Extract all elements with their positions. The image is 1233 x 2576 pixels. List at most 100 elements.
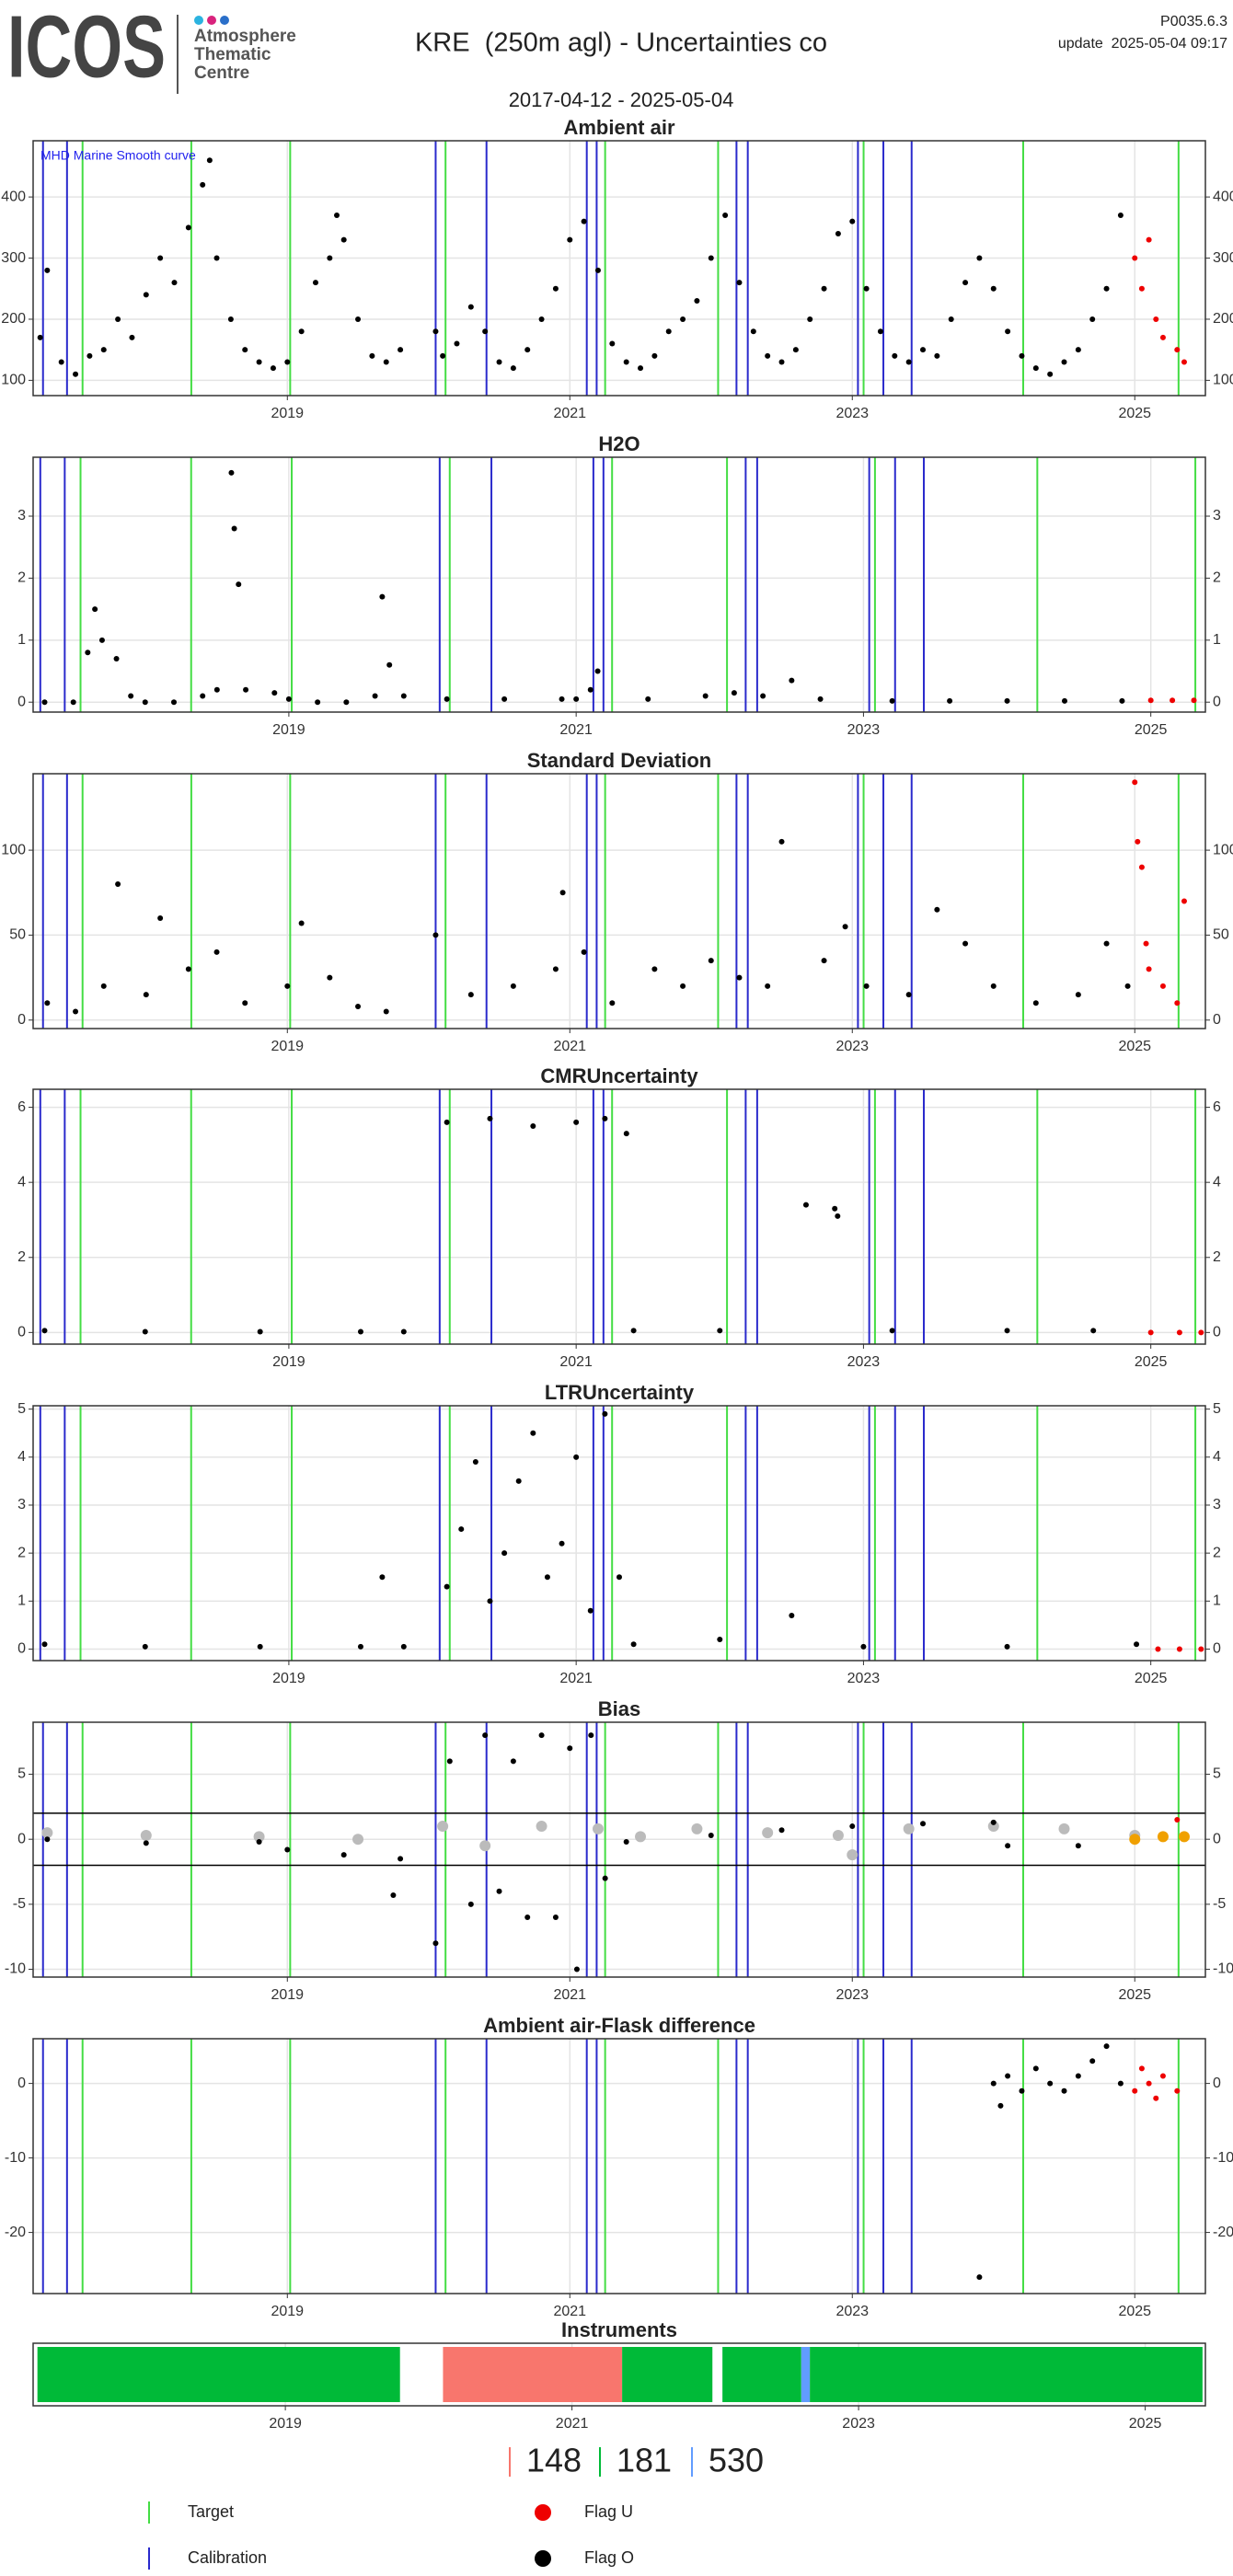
y-tick-label: 200: [1, 311, 26, 327]
data-point: [736, 280, 743, 286]
data-point: [1119, 697, 1125, 704]
data-point: [467, 992, 474, 998]
data-point: [171, 280, 178, 286]
data-point: [185, 224, 191, 231]
data-point: [1134, 1641, 1140, 1648]
y-tick-label: 4: [1213, 1174, 1221, 1190]
data-point: [934, 906, 940, 913]
data-point: [1117, 2080, 1124, 2087]
data-point: [142, 699, 148, 706]
data-point: [479, 1840, 491, 1852]
data-point: [142, 1328, 148, 1335]
data-point: [432, 1940, 439, 1947]
data-point: [85, 650, 91, 656]
x-tick-label: 2025: [1135, 1354, 1168, 1370]
data-point: [200, 693, 206, 699]
data-point: [835, 1213, 841, 1219]
y-tick-label: 400: [1, 189, 26, 204]
instrument-segment: [443, 2347, 623, 2402]
data-point: [1138, 864, 1145, 870]
data-point: [665, 328, 672, 335]
data-point: [1075, 347, 1081, 353]
data-point: [990, 1819, 997, 1825]
data-point: [708, 255, 714, 261]
data-point: [171, 699, 178, 706]
instrument-label: 148: [526, 2442, 582, 2479]
data-point: [1198, 1329, 1204, 1336]
data-point: [444, 696, 450, 702]
data-point: [390, 1892, 397, 1898]
data-point: [863, 983, 870, 989]
data-point: [206, 157, 213, 164]
x-tick-label: 2023: [835, 1987, 869, 2003]
data-point: [1174, 2087, 1181, 2094]
data-point: [889, 697, 895, 704]
data-point: [1103, 285, 1110, 292]
data-point: [962, 940, 969, 947]
y-tick-label: 4: [17, 1449, 26, 1465]
data-point: [227, 316, 234, 322]
data-point: [284, 983, 291, 989]
plot-background: [33, 2039, 1205, 2294]
data-point: [592, 1823, 604, 1834]
data-point: [1047, 2080, 1054, 2087]
data-point: [334, 213, 340, 219]
y-tick-label: 0: [17, 1641, 26, 1657]
data-point: [1103, 940, 1110, 947]
data-point: [41, 1827, 53, 1839]
y-tick-label: 4: [17, 1174, 26, 1190]
data-point: [41, 1641, 48, 1648]
y-tick-label: -5: [1213, 1896, 1226, 1912]
panel-title: H2O: [598, 432, 640, 455]
data-point: [588, 1732, 594, 1739]
instrument-segment: [801, 2347, 811, 2402]
logo-text: Centre: [194, 63, 249, 83]
data-point: [44, 267, 51, 273]
data-point: [140, 1829, 152, 1841]
data-point: [98, 637, 105, 643]
data-point: [143, 1840, 149, 1846]
legend-label: Flag U: [584, 2502, 633, 2521]
y-tick-label: 0: [17, 1325, 26, 1340]
data-point: [1170, 697, 1176, 704]
data-point: [1058, 1823, 1070, 1834]
y-tick-label: -10: [1213, 1961, 1233, 1977]
data-point: [501, 1550, 508, 1557]
data-point: [298, 920, 305, 926]
data-point: [400, 1328, 407, 1335]
data-point: [573, 1966, 580, 1972]
y-tick-label: 1: [17, 632, 26, 648]
instrument-label: 181: [616, 2442, 672, 2479]
data-point: [778, 359, 785, 365]
data-point: [530, 1430, 536, 1436]
data-point: [802, 1202, 809, 1208]
data-point: [920, 1821, 927, 1827]
data-point: [717, 1328, 723, 1334]
x-tick-label: 2023: [842, 2416, 875, 2432]
data-point: [157, 255, 164, 261]
data-point: [602, 1410, 608, 1417]
data-point: [242, 1000, 248, 1006]
data-point: [1174, 1816, 1181, 1823]
data-point: [1004, 1643, 1010, 1650]
x-tick-label: 2023: [847, 722, 881, 738]
x-tick-label: 2019: [271, 2304, 304, 2319]
data-point: [1061, 2087, 1067, 2094]
data-point: [1138, 2065, 1145, 2072]
x-tick-label: 2021: [556, 2416, 589, 2432]
data-point: [609, 1000, 616, 1006]
data-point: [383, 1008, 389, 1015]
y-tick-label: 3: [1213, 508, 1221, 523]
data-point: [708, 1832, 714, 1838]
data-point: [792, 347, 799, 353]
data-point: [817, 696, 824, 702]
data-point: [213, 949, 220, 955]
data-point: [352, 1834, 364, 1846]
data-point: [510, 1758, 516, 1765]
data-point: [128, 693, 134, 699]
data-point: [544, 1574, 550, 1581]
y-tick-label: 0: [17, 1831, 26, 1846]
x-tick-label: 2025: [1118, 2304, 1151, 2319]
data-point: [778, 1827, 785, 1834]
x-tick-label: 2019: [271, 1039, 304, 1054]
